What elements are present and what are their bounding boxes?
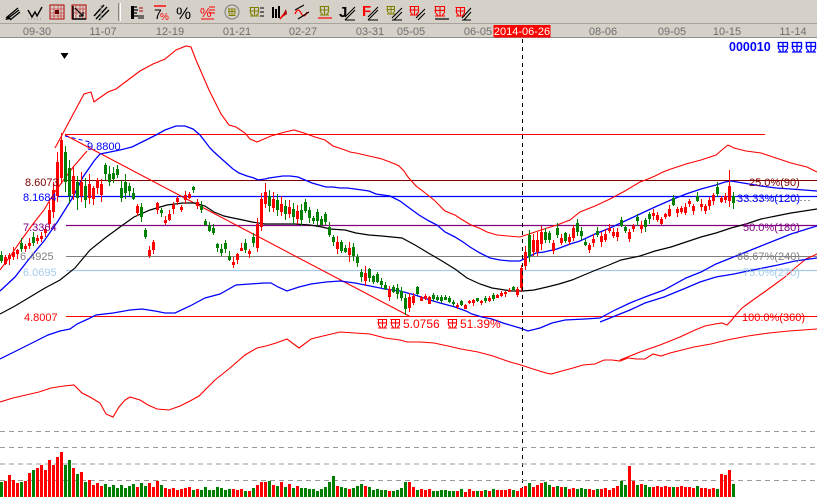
- svg-text:10-15: 10-15: [713, 26, 741, 38]
- svg-text:25.0%(90): 25.0%(90): [749, 177, 800, 189]
- svg-text:7.3364: 7.3364: [23, 222, 57, 234]
- svg-text:6.0695: 6.0695: [23, 267, 57, 279]
- svg-text:7: 7: [154, 6, 162, 22]
- svg-text:9.8800: 9.8800: [87, 141, 121, 153]
- svg-text:11-07: 11-07: [89, 26, 116, 38]
- svg-text:09-30: 09-30: [23, 26, 51, 38]
- svg-text:50.0%(180): 50.0%(180): [743, 222, 800, 234]
- svg-text:11-14: 11-14: [779, 26, 806, 38]
- svg-text:8.1684: 8.1684: [23, 192, 57, 204]
- svg-text:%: %: [200, 5, 212, 20]
- svg-text:75.0%(270): 75.0%(270): [743, 267, 800, 279]
- svg-text:08-06: 08-06: [589, 26, 617, 38]
- svg-text:12-19: 12-19: [156, 26, 184, 38]
- svg-text:J: J: [339, 4, 347, 21]
- svg-text:66.67%(240): 66.67%(240): [737, 251, 800, 263]
- svg-text:%: %: [176, 4, 191, 23]
- svg-text:5.0756: 5.0756: [403, 317, 440, 331]
- svg-text:01-21: 01-21: [223, 26, 251, 38]
- svg-text:09-05: 09-05: [658, 26, 686, 38]
- svg-text:%: %: [160, 12, 169, 23]
- svg-text:2014-06-26: 2014-06-26: [494, 26, 550, 38]
- svg-text:4.8007: 4.8007: [24, 312, 58, 324]
- svg-text:51.39%: 51.39%: [460, 317, 501, 331]
- svg-text:6.4925: 6.4925: [20, 251, 54, 263]
- svg-text:8.6073: 8.6073: [25, 177, 59, 189]
- svg-text:F: F: [362, 3, 371, 20]
- svg-text:05-05: 05-05: [397, 26, 425, 38]
- svg-text:06-05: 06-05: [464, 26, 492, 38]
- svg-text:000010: 000010: [729, 40, 771, 54]
- svg-text:02-27: 02-27: [289, 26, 317, 38]
- svg-text:03-31: 03-31: [356, 26, 384, 38]
- svg-text:33.33%(120): 33.33%(120): [737, 193, 800, 205]
- svg-text:100.0%(360): 100.0%(360): [742, 312, 805, 324]
